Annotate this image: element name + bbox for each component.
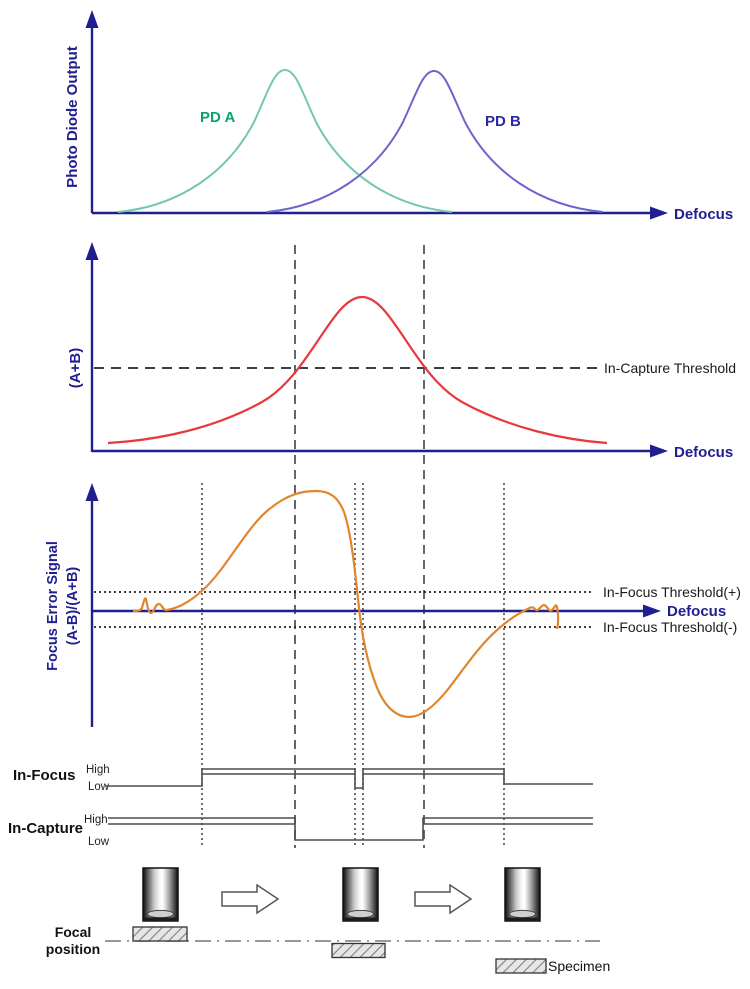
lens-front: [147, 909, 174, 919]
objective-lens-1: [142, 867, 179, 922]
stage-diagram: Focal position Specimen: [46, 867, 610, 974]
in-focus-high-label: High: [86, 764, 110, 776]
right-arrow-icon: [221, 883, 280, 915]
lens-front: [509, 909, 536, 919]
photodiode-x-label: Defocus: [674, 206, 733, 223]
pd-a-curve: [117, 68, 453, 213]
lens-rim: [505, 917, 540, 921]
pd-a-label: PD A: [200, 109, 235, 126]
sum-x-label: Defocus: [674, 444, 733, 461]
logic-signals: In-Focus High Low In-Capture High Low: [8, 764, 593, 848]
panel-sum: (A+B) Defocus In-Capture Threshold: [67, 242, 736, 461]
focal-position-label-line1: Focal: [55, 924, 92, 940]
y-axis-arrow-icon: [85, 10, 99, 28]
in-capture-trace: [108, 817, 593, 841]
objective-lens-2: [342, 867, 379, 922]
x-axis-arrow-icon: [650, 444, 668, 458]
in-focus-threshold-minus-label: In-Focus Threshold(-): [603, 619, 737, 635]
in-focus-signal-label: In-Focus: [13, 767, 76, 784]
specimen-above-focus: [132, 926, 188, 942]
lens-front: [347, 909, 374, 919]
error-y-label-line2: (A-B)/(A+B): [65, 567, 81, 646]
y-axis-arrow-icon: [85, 483, 99, 501]
photodiode-y-label: Photo Diode Output: [64, 46, 81, 188]
in-capture-threshold-label: In-Capture Threshold: [604, 360, 736, 376]
specimen-at-focus: [331, 942, 386, 959]
panel-photodiode: Photo Diode Output Defocus PD A PD B: [64, 10, 733, 223]
pd-b-label: PD B: [485, 113, 521, 130]
error-y-label-line1: Focus Error Signal: [45, 541, 61, 671]
panel-error: Defocus Focus Error Signal (A-B)/(A+B) I…: [45, 483, 741, 727]
pd-b-curve: [266, 69, 604, 213]
sum-y-label: (A+B): [67, 348, 84, 388]
lens-rim: [143, 917, 178, 921]
specimen-legend-swatch: [495, 958, 547, 974]
right-arrow-icon: [414, 883, 473, 915]
error-x-label: Defocus: [667, 603, 726, 620]
reference-lines: [201, 245, 505, 848]
sum-curve: [107, 295, 608, 445]
objective-lens-3: [504, 867, 541, 922]
in-focus-threshold-plus-label: In-Focus Threshold(+): [603, 584, 741, 600]
in-capture-high-label: High: [84, 814, 108, 826]
in-capture-low-label: Low: [88, 836, 110, 848]
focal-position-label-line2: position: [46, 941, 100, 957]
x-axis-arrow-icon: [650, 206, 668, 220]
x-axis-arrow-icon: [643, 604, 661, 618]
in-capture-signal-label: In-Capture: [8, 820, 83, 837]
lens-rim: [343, 917, 378, 921]
y-axis-arrow-icon: [85, 242, 99, 260]
focus-error-curve: [132, 489, 560, 719]
in-focus-low-label: Low: [88, 781, 110, 793]
in-focus-trace: [106, 768, 593, 789]
specimen-legend-label: Specimen: [548, 958, 610, 974]
